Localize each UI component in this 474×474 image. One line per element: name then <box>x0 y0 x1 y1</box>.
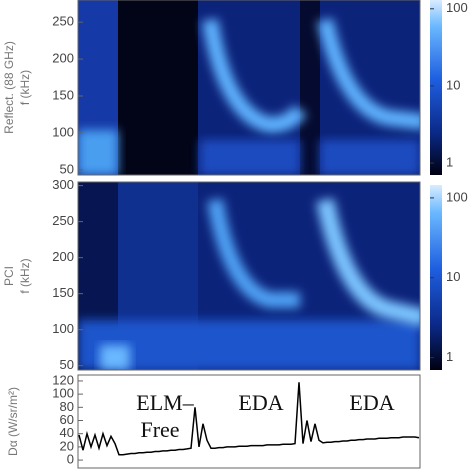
panel-label: Reflect. (88 GHz) <box>2 41 16 134</box>
y-tick-label: 80 <box>60 399 74 414</box>
annotation: EDA <box>349 390 394 415</box>
y-tick-label: 120 <box>52 372 74 387</box>
y-tick-label: 40 <box>60 425 74 440</box>
y-tick-label: 250 <box>52 213 74 228</box>
y-tick-label: 100 <box>52 124 74 139</box>
y-tick-label: 100 <box>52 386 74 401</box>
y-tick-label: 50 <box>60 161 74 176</box>
annotation: EDA <box>238 390 283 415</box>
frame <box>77 181 421 371</box>
spectrogram-reflect <box>78 0 420 175</box>
y-axis-label: f (kHz) <box>18 70 32 105</box>
y-axis-label: Dα (W/sr/m²) <box>6 387 20 456</box>
y-tick-label: 0 <box>67 452 74 467</box>
colorbar-tick-label: 1 <box>446 154 453 169</box>
colorbar <box>430 0 442 175</box>
colorbar-tick-label: 1 <box>446 349 453 364</box>
frame <box>77 374 421 469</box>
annotation: ELM– <box>136 390 194 415</box>
y-tick-label: 60 <box>60 412 74 427</box>
colorbar-tick-label: 10 <box>446 269 460 284</box>
y-axis-label: f (kHz) <box>18 258 32 293</box>
y-tick-label: 100 <box>52 321 74 336</box>
y-tick-label: 200 <box>52 51 74 66</box>
y-tick-label: 50 <box>60 357 74 372</box>
colorbar-tick-label: 100 <box>446 0 468 15</box>
y-tick-label: 250 <box>52 14 74 29</box>
y-tick-label: 300 <box>52 177 74 192</box>
y-tick-label: 150 <box>52 87 74 102</box>
annotation: Free <box>140 417 179 442</box>
spectrogram-pci <box>78 182 420 370</box>
colorbar-tick-label: 100 <box>446 189 468 204</box>
colorbar <box>430 185 442 370</box>
y-tick-label: 200 <box>52 249 74 264</box>
panel-label: PCI <box>2 266 16 286</box>
colorbar-tick-label: 10 <box>446 77 460 92</box>
frame <box>77 0 421 176</box>
y-tick-label: 20 <box>60 438 74 453</box>
y-tick-label: 150 <box>52 285 74 300</box>
d-alpha-trace <box>78 382 420 456</box>
